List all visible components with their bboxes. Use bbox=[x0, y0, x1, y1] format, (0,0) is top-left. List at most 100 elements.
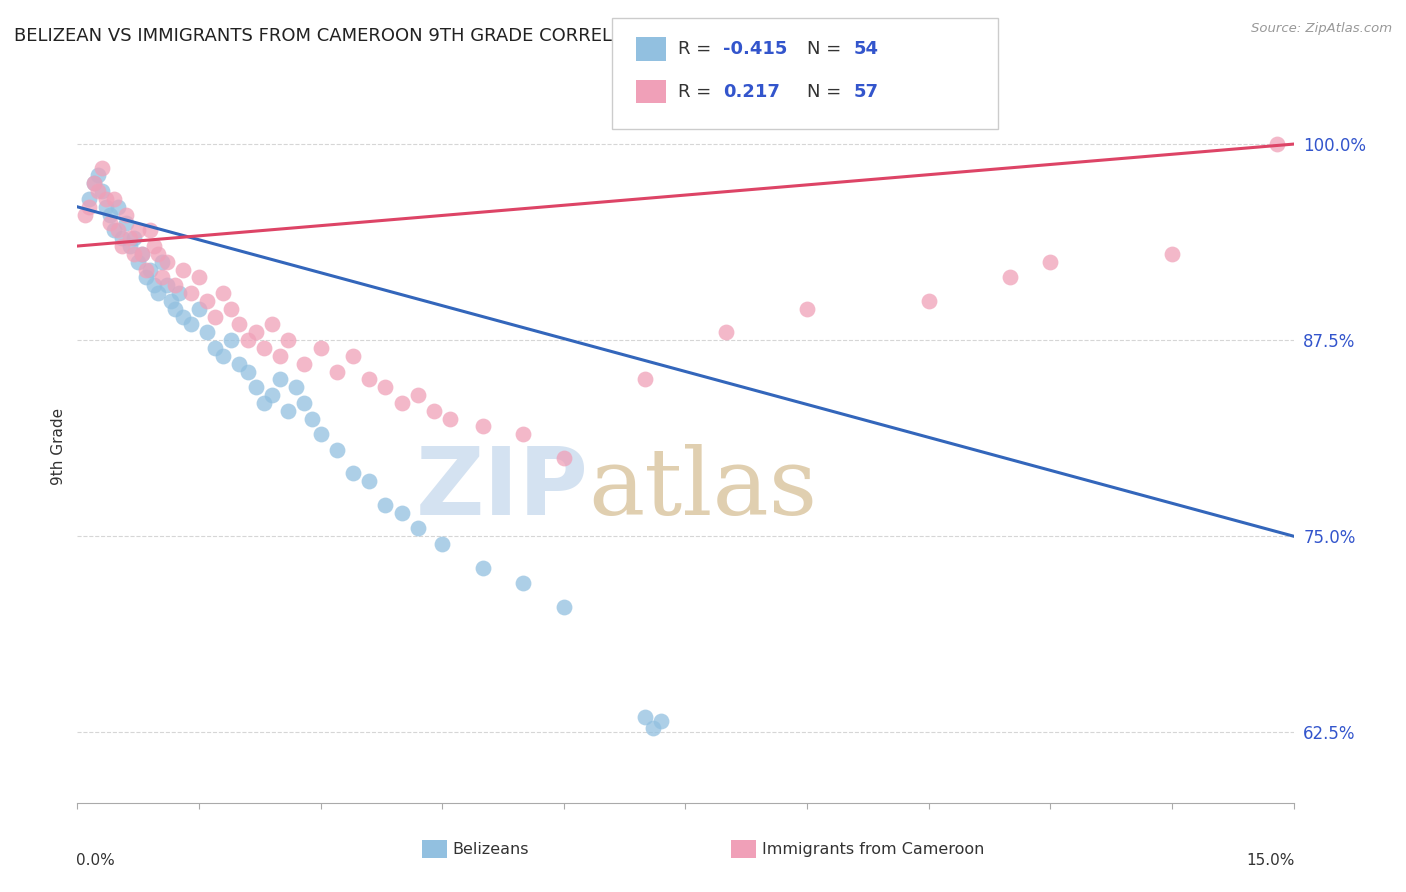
Point bbox=[115, 208, 138, 222]
Point bbox=[228, 357, 250, 371]
Point bbox=[94, 192, 117, 206]
Point bbox=[359, 475, 381, 489]
Y-axis label: 9th Grade: 9th Grade bbox=[51, 408, 66, 484]
Point bbox=[650, 714, 672, 729]
Point bbox=[118, 231, 141, 245]
Point bbox=[148, 247, 170, 261]
Point bbox=[180, 318, 202, 332]
Point bbox=[155, 278, 177, 293]
Point bbox=[374, 380, 396, 394]
Point bbox=[127, 223, 149, 237]
Point bbox=[512, 576, 534, 591]
Point bbox=[155, 254, 177, 268]
Point bbox=[277, 403, 299, 417]
Point bbox=[1039, 254, 1062, 268]
Point bbox=[221, 301, 243, 316]
Point bbox=[122, 247, 145, 261]
Point bbox=[195, 326, 218, 340]
Point bbox=[512, 427, 534, 442]
Point bbox=[269, 372, 291, 386]
Point bbox=[236, 364, 259, 378]
Point bbox=[634, 372, 657, 386]
Point bbox=[79, 192, 101, 206]
Point bbox=[115, 215, 138, 229]
Point bbox=[406, 521, 429, 535]
Text: 0.0%: 0.0% bbox=[76, 853, 115, 868]
Point bbox=[301, 411, 323, 425]
Point bbox=[152, 254, 174, 268]
Point bbox=[139, 223, 162, 237]
Point bbox=[143, 278, 166, 293]
Point bbox=[94, 200, 117, 214]
Point bbox=[309, 427, 332, 442]
Point bbox=[260, 318, 283, 332]
Point bbox=[253, 341, 276, 355]
Point bbox=[236, 333, 259, 347]
Point bbox=[86, 184, 108, 198]
Point bbox=[180, 286, 202, 301]
Point bbox=[253, 396, 276, 410]
Point bbox=[90, 184, 112, 198]
Point bbox=[228, 318, 250, 332]
Point bbox=[285, 380, 308, 394]
Point bbox=[406, 388, 429, 402]
Point bbox=[292, 357, 315, 371]
Text: atlas: atlas bbox=[588, 444, 817, 533]
Point bbox=[103, 223, 125, 237]
Point bbox=[188, 270, 211, 285]
Point bbox=[135, 270, 157, 285]
Point bbox=[167, 286, 190, 301]
Point bbox=[127, 254, 149, 268]
Point bbox=[79, 200, 101, 214]
Point bbox=[172, 262, 194, 277]
Point bbox=[277, 333, 299, 347]
Text: Belizeans: Belizeans bbox=[453, 842, 529, 856]
Point bbox=[1265, 137, 1288, 152]
Point bbox=[423, 403, 446, 417]
Point bbox=[86, 169, 108, 183]
Point bbox=[634, 709, 657, 723]
Text: -0.415: -0.415 bbox=[723, 40, 787, 58]
Text: N =: N = bbox=[807, 40, 846, 58]
Point bbox=[245, 326, 267, 340]
Point bbox=[75, 208, 97, 222]
Point bbox=[553, 450, 575, 465]
Point bbox=[118, 239, 141, 253]
Point bbox=[471, 560, 494, 574]
Point bbox=[641, 721, 664, 735]
Point bbox=[260, 388, 283, 402]
Point bbox=[107, 223, 129, 237]
Point bbox=[391, 506, 413, 520]
Point bbox=[111, 239, 134, 253]
Point bbox=[131, 247, 153, 261]
Point bbox=[163, 278, 186, 293]
Text: Source: ZipAtlas.com: Source: ZipAtlas.com bbox=[1251, 22, 1392, 36]
Point bbox=[391, 396, 413, 410]
Text: 57: 57 bbox=[853, 83, 879, 101]
Point bbox=[1161, 247, 1184, 261]
Text: BELIZEAN VS IMMIGRANTS FROM CAMEROON 9TH GRADE CORRELATION CHART: BELIZEAN VS IMMIGRANTS FROM CAMEROON 9TH… bbox=[14, 27, 734, 45]
Point bbox=[374, 498, 396, 512]
Point bbox=[107, 200, 129, 214]
Text: N =: N = bbox=[807, 83, 846, 101]
Text: 0.217: 0.217 bbox=[723, 83, 779, 101]
Point bbox=[188, 301, 211, 316]
Point bbox=[139, 262, 162, 277]
Text: R =: R = bbox=[678, 83, 723, 101]
Point bbox=[90, 161, 112, 175]
Point bbox=[131, 247, 153, 261]
Point bbox=[292, 396, 315, 410]
Point bbox=[309, 341, 332, 355]
Point bbox=[439, 411, 461, 425]
Point bbox=[98, 208, 121, 222]
Point bbox=[148, 286, 170, 301]
Point bbox=[714, 326, 737, 340]
Point bbox=[342, 467, 364, 481]
Point bbox=[122, 231, 145, 245]
Point bbox=[342, 349, 364, 363]
Point bbox=[195, 293, 218, 308]
Point bbox=[98, 215, 121, 229]
Point bbox=[326, 442, 349, 457]
Point bbox=[221, 333, 243, 347]
Point bbox=[326, 364, 349, 378]
